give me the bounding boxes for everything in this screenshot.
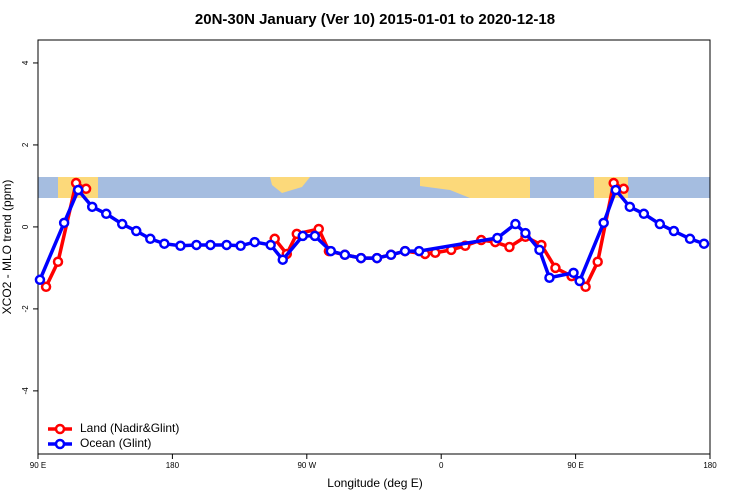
data-point bbox=[235, 240, 246, 252]
data-point bbox=[598, 217, 609, 229]
data-point bbox=[668, 225, 680, 237]
legend-marker bbox=[54, 423, 66, 435]
data-point bbox=[116, 218, 128, 230]
data-point bbox=[574, 275, 585, 287]
data-point bbox=[592, 256, 603, 268]
data-point bbox=[175, 240, 186, 252]
data-point bbox=[355, 252, 367, 264]
x-axis-label: Longitude (deg E) bbox=[327, 476, 422, 490]
data-point bbox=[265, 239, 276, 251]
data-point bbox=[684, 233, 696, 245]
data-point bbox=[72, 184, 84, 196]
data-point bbox=[131, 225, 142, 237]
chart-title: 20N-30N January (Ver 10) 2015-01-01 to 2… bbox=[195, 11, 555, 28]
data-point bbox=[624, 201, 636, 213]
data-point bbox=[510, 218, 521, 230]
data-point bbox=[492, 232, 503, 244]
data-point bbox=[618, 183, 629, 195]
data-point bbox=[568, 267, 579, 279]
x-tick-label: 90 W bbox=[297, 461, 316, 470]
x-tick-label: 0 bbox=[439, 461, 444, 470]
x-tick-label: 90 E bbox=[567, 461, 583, 470]
data-point bbox=[52, 256, 64, 268]
x-tick-label: 180 bbox=[166, 461, 180, 470]
data-point bbox=[159, 238, 170, 249]
y-axis-label: XCO2 - MLO trend (ppm) bbox=[0, 180, 14, 315]
x-tick-label: 90 E bbox=[30, 461, 46, 470]
data-point bbox=[399, 245, 411, 257]
data-point bbox=[145, 233, 156, 245]
data-point bbox=[86, 201, 98, 213]
y-tick-label: 4 bbox=[21, 60, 30, 65]
data-point bbox=[504, 241, 515, 253]
y-tick-label: -2 bbox=[21, 305, 30, 313]
data-point bbox=[339, 249, 351, 261]
plot-frame bbox=[37, 39, 711, 455]
data-point bbox=[534, 244, 545, 256]
y-tick-label: -4 bbox=[21, 387, 30, 395]
data-point bbox=[413, 245, 425, 257]
data-point bbox=[249, 236, 260, 248]
data-point bbox=[580, 281, 591, 293]
series-line bbox=[44, 180, 625, 290]
data-point bbox=[520, 227, 531, 239]
y-tick-label: 2 bbox=[21, 142, 30, 147]
legend-marker bbox=[54, 438, 66, 450]
data-point bbox=[221, 239, 232, 251]
data-point bbox=[385, 249, 397, 261]
data-point bbox=[58, 217, 70, 229]
data-point bbox=[100, 208, 112, 220]
data-point bbox=[277, 254, 289, 265]
data-point bbox=[638, 208, 650, 220]
data-point bbox=[40, 281, 52, 293]
data-point bbox=[371, 252, 383, 264]
map-strip bbox=[38, 177, 710, 198]
data-point bbox=[297, 230, 309, 242]
legend-label: Ocean (Glint) bbox=[80, 436, 151, 450]
data-point bbox=[610, 184, 622, 196]
data-point bbox=[544, 272, 555, 283]
data-point bbox=[325, 245, 337, 257]
x-tick-label: 180 bbox=[703, 461, 717, 470]
data-point bbox=[80, 183, 92, 195]
y-tick-label: 0 bbox=[21, 224, 30, 229]
data-point bbox=[34, 274, 46, 286]
data-point bbox=[654, 218, 666, 230]
data-point bbox=[191, 239, 202, 251]
data-point bbox=[309, 230, 321, 242]
data-point bbox=[550, 262, 561, 274]
data-point bbox=[205, 239, 216, 251]
legend-label: Land (Nadir&Glint) bbox=[80, 421, 179, 435]
data-point bbox=[698, 238, 710, 249]
